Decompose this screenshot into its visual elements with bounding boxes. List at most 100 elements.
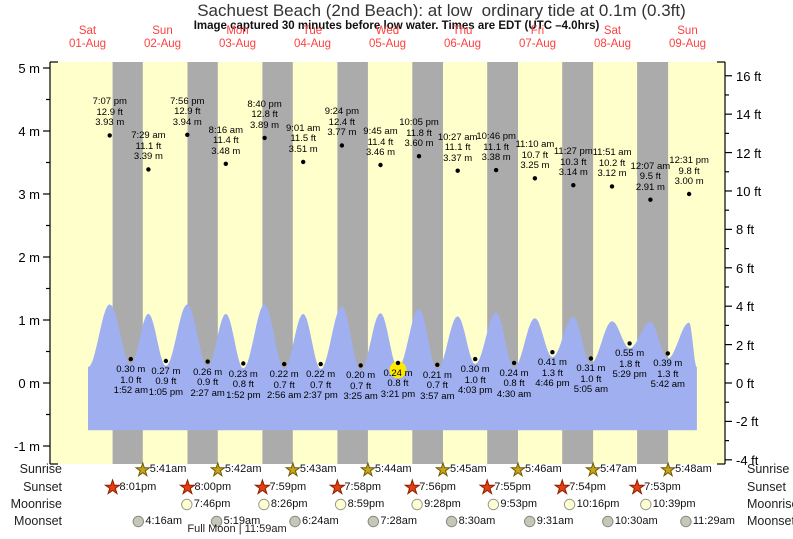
low-tide-label: 0.20 m 0.7 ft 3:25 am <box>343 370 378 403</box>
high-tide-dot <box>493 167 499 173</box>
astro-time: 5:46am <box>525 463 562 475</box>
high-tide-dot <box>146 167 151 172</box>
high-tide-dot <box>339 143 345 148</box>
astro-row-label-right: Sunset <box>747 479 786 494</box>
high-tide-dot <box>262 135 267 141</box>
low-tide-label: 0.23 m 0.8 ft 1:52 pm <box>226 368 261 401</box>
high-tide-label: 12:07 am 9.5 ft 2.91 m <box>630 160 671 193</box>
astro-time: 9:31am <box>536 514 574 527</box>
astro-time: 8:00pm <box>194 480 232 493</box>
right-axis-tick-label: 12 ft <box>736 145 762 161</box>
high-tide-label: 10:05 pm 11.8 ft 3.60 m <box>399 117 439 150</box>
high-tide-dot <box>223 161 228 166</box>
sunset-star-icon <box>328 478 347 495</box>
sunrise-star-icon <box>209 461 227 477</box>
low-tide-label: 0.26 m 0.9 ft 2:27 am <box>190 366 225 399</box>
low-tide-dot <box>665 351 670 356</box>
capture-highlight <box>389 361 407 379</box>
low-tide-dot <box>627 341 632 346</box>
low-tide-label: 0.41 m 1.3 ft 4:46 pm <box>535 357 570 390</box>
day-label: Tue 04-Aug <box>293 25 332 50</box>
low-tide-label: 0.30 m 1.0 ft 4:03 pm <box>457 364 493 397</box>
low-tide-dot <box>511 360 517 366</box>
astro-time: 7:28am <box>380 514 418 527</box>
left-axis-tick-label: -1 m <box>14 439 40 454</box>
high-tide-label: 11:27 pm 10.3 ft 3.14 m <box>553 146 593 179</box>
right-axis-tick-label: 6 ft <box>736 260 755 276</box>
low-tide-label: 0.21 m 0.7 ft 3:57 am <box>420 369 455 402</box>
page-title: Sachuest Beach (2nd Beach): at low ordin… <box>197 1 686 20</box>
sunrise-star-icon <box>134 461 151 478</box>
astro-time: 7:58pm <box>344 480 382 493</box>
high-tide-label: 9:45 am 11.4 ft 3.46 m <box>363 126 398 159</box>
astro-time: 6:24am <box>302 514 339 527</box>
low-tide-label: 0.22 m 0.7 ft 2:56 am <box>266 369 302 402</box>
right-axis-tick-label: 8 ft <box>736 222 755 238</box>
sunset-star-icon <box>403 478 421 495</box>
moonrise-circle-icon <box>487 498 500 511</box>
right-axis-tick-label: 4 ft <box>736 299 755 315</box>
page-subtitle: Image captured 30 minutes before low wat… <box>193 20 600 32</box>
low-tide-dot <box>282 361 287 367</box>
high-tide-dot <box>107 133 112 138</box>
right-axis-tick-label: 10 ft <box>736 183 762 199</box>
high-tide-dot <box>686 191 692 197</box>
high-tide-dot <box>416 154 422 159</box>
day-label: Mon 03-Aug <box>218 25 257 50</box>
astro-row-label-right: Sunrise <box>747 462 790 476</box>
day-label: Sat 01-Aug <box>68 25 107 50</box>
full-moon-note: Full Moon | 11:59am <box>187 523 287 535</box>
low-tide-label: 0.24 m 0.8 ft 4:30 am <box>496 367 532 400</box>
high-tide-dot <box>185 132 190 137</box>
astro-time: 9:28pm <box>424 497 461 510</box>
sunset-star-icon <box>253 478 272 495</box>
moonset-circle-icon <box>210 515 223 528</box>
day-label: Fri 07-Aug <box>518 25 557 50</box>
low-tide-label: 0.22 m 0.7 ft 2:37 pm <box>303 369 338 402</box>
astro-time: 5:44am <box>374 463 412 475</box>
high-tide-label: 7:29 am 11.1 ft 3.39 m <box>131 130 166 163</box>
astro-time: 5:48am <box>675 463 712 475</box>
low-tide-dot <box>358 363 363 368</box>
astro-time: 11:29am <box>692 514 735 527</box>
low-tide-dot <box>318 361 323 367</box>
astro-time: 7:53pm <box>644 480 681 493</box>
moonset-circle-icon <box>524 515 536 528</box>
moonrise-circle-icon <box>334 498 347 511</box>
high-tide-label: 7:56 pm 12.9 ft 3.94 m <box>170 95 205 128</box>
high-tide-dot <box>571 183 576 188</box>
low-tide-label: 0.31 m 1.0 ft 5:05 am <box>573 363 609 396</box>
high-tide-label: 10:27 am 11.1 ft 3.37 m <box>437 131 478 164</box>
low-tide-dot <box>163 358 169 364</box>
sunrise-star-icon <box>284 461 302 478</box>
astro-time: 8:59pm <box>347 497 385 510</box>
left-axis-tick-label: 0 m <box>18 376 40 391</box>
low-tide-dot <box>550 350 555 355</box>
astro-time: 5:47am <box>600 463 637 475</box>
astro-time: 7:59pm <box>269 480 307 493</box>
astro-time: 7:46pm <box>193 497 231 510</box>
astro-time: 10:16pm <box>576 497 620 510</box>
astro-time: 5:42am <box>224 463 262 475</box>
sunset-star-icon <box>178 478 197 495</box>
low-tide-label: 0.27 m 0.9 ft 1:05 pm <box>148 365 184 398</box>
high-tide-label: 12:31 pm 9.8 ft 3.00 m <box>669 155 709 187</box>
low-tide-dot <box>128 356 133 362</box>
high-tide-label: 7:07 pm 12.9 ft 3.93 m <box>92 96 127 129</box>
astro-time: 7:55pm <box>494 480 531 493</box>
right-axis-tick-label: 14 ft <box>736 107 762 123</box>
moonrise-circle-icon <box>640 498 652 511</box>
day-label: Wed 05-Aug <box>368 25 407 50</box>
sunrise-star-icon <box>584 461 602 478</box>
astro-time: 7:56pm <box>419 480 456 493</box>
astro-time: 4:16am <box>145 514 183 527</box>
moonrise-circle-icon <box>563 498 576 511</box>
moonrise-circle-icon <box>411 498 423 511</box>
left-axis-tick-label: 2 m <box>18 250 40 265</box>
high-tide-label: 9:24 pm 12.4 ft 3.77 m <box>324 106 360 139</box>
high-tide-dot <box>609 184 615 189</box>
low-tide-label: 0.39 m 1.3 ft 5:42 am <box>650 358 685 391</box>
low-tide-dot <box>395 360 401 366</box>
